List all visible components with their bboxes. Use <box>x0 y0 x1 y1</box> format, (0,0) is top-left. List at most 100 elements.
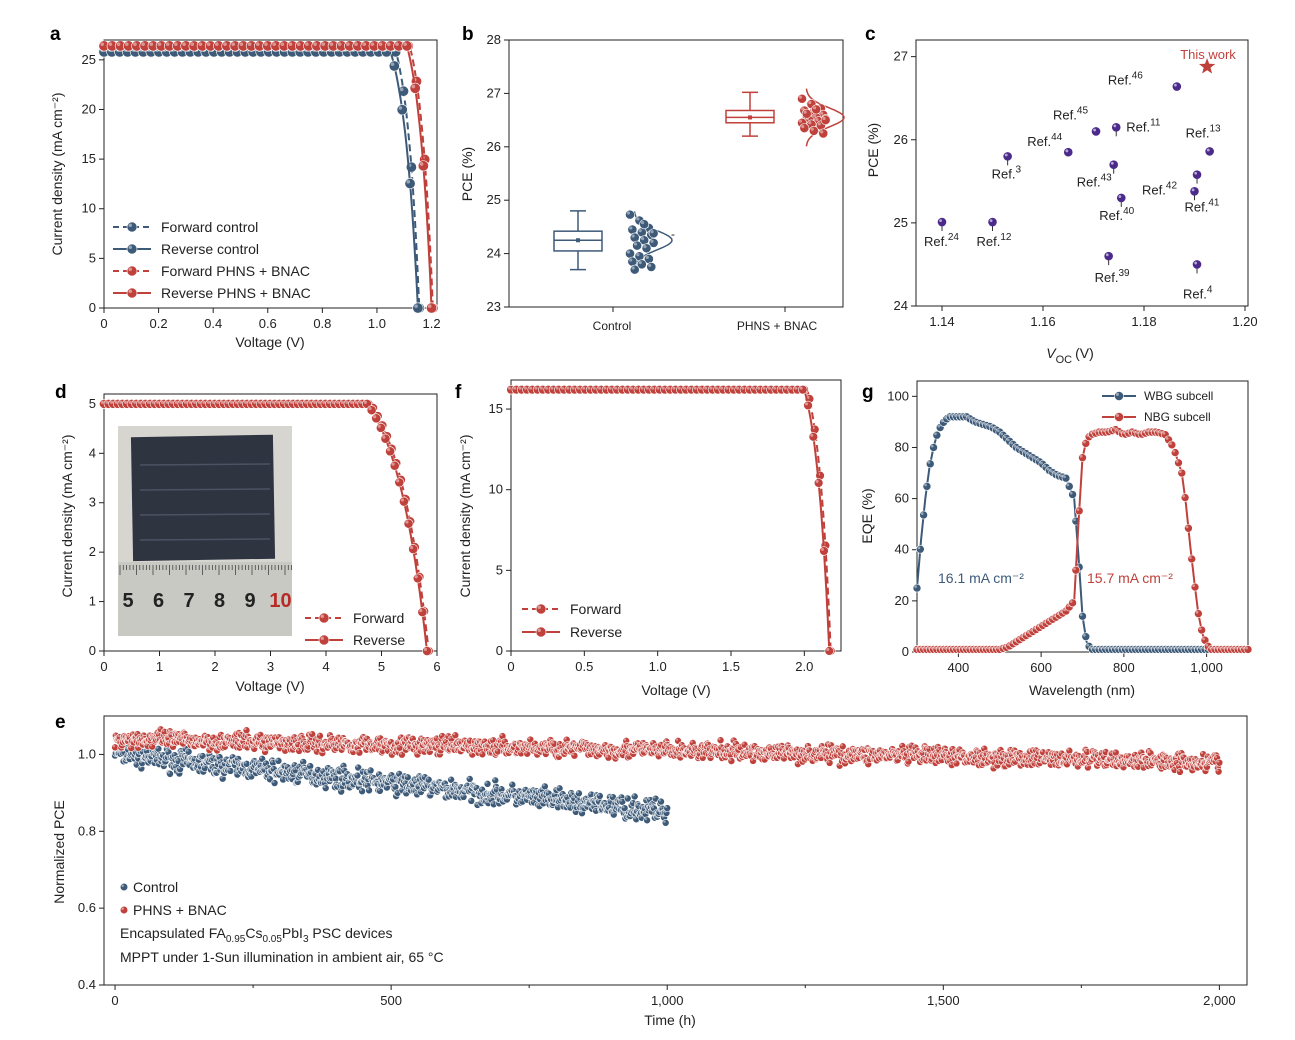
data-point <box>808 432 819 442</box>
data-point-highlight <box>135 731 138 735</box>
data-point-highlight <box>113 733 116 736</box>
ref-label: Ref.11 <box>1126 117 1161 134</box>
data-point-highlight <box>231 42 236 46</box>
data-point <box>1174 458 1183 468</box>
data-point-highlight <box>288 42 293 46</box>
data-point-highlight <box>509 782 513 785</box>
data-point-highlight <box>762 757 765 760</box>
data-point-highlight <box>166 749 169 753</box>
data-point <box>426 302 438 314</box>
data-point-highlight <box>1069 491 1073 495</box>
data-point <box>1194 609 1203 618</box>
data-point-highlight <box>815 479 819 483</box>
data-point-highlight <box>362 774 366 778</box>
data-point-highlight <box>624 386 628 390</box>
data-point-highlight <box>643 797 647 801</box>
data-point <box>166 770 174 778</box>
data-point-highlight <box>414 575 418 579</box>
data-point-highlight <box>733 741 737 744</box>
data-point-highlight <box>1020 448 1023 452</box>
data-point <box>408 544 419 554</box>
data-point-highlight <box>303 741 307 744</box>
legend-marker <box>126 287 138 299</box>
data-point-highlight <box>820 111 824 115</box>
data-point <box>648 238 659 248</box>
y-tick-label: 0.8 <box>78 823 96 838</box>
legend-marker <box>126 221 138 233</box>
y-tick-label: 25 <box>894 215 908 230</box>
data-point-highlight <box>313 736 317 740</box>
data-point-highlight <box>262 400 266 404</box>
data-point-highlight <box>244 727 247 731</box>
data-point-highlight <box>644 817 648 821</box>
legend-marker <box>535 626 547 638</box>
data-point-highlight <box>664 805 668 809</box>
data-point <box>541 782 549 791</box>
data-point-highlight <box>762 386 766 390</box>
data-point-highlight <box>468 798 472 801</box>
legend-marker <box>535 603 547 615</box>
data-point-highlight <box>636 217 640 221</box>
data-point-highlight <box>693 386 697 390</box>
data-point <box>824 646 834 656</box>
data-point-highlight <box>423 647 428 651</box>
data-point-highlight <box>518 750 522 754</box>
data-point <box>389 460 400 471</box>
data-point-highlight <box>703 750 706 753</box>
panel-f-jv-chart: 0 0.5 1.0 1.5 2.0051015ForwardReverseCurrent… <box>457 379 842 698</box>
y-tick-label: 25 <box>82 52 96 67</box>
data-point-highlight <box>638 261 642 265</box>
data-point-highlight <box>690 740 693 743</box>
data-point-highlight <box>272 42 276 46</box>
ruler-number: 8 <box>214 590 225 612</box>
data-point-highlight <box>605 755 609 758</box>
data-point-highlight <box>736 386 740 390</box>
data-point-highlight <box>728 752 731 755</box>
data-point <box>641 243 652 254</box>
data-point-highlight <box>354 400 358 404</box>
data-point-highlight <box>748 753 751 756</box>
data-point-highlight <box>677 386 681 390</box>
data-point-highlight <box>1023 450 1027 454</box>
ref-label: Ref.40 <box>1099 206 1134 223</box>
ref-label-prefix: Ref. <box>924 234 948 249</box>
data-point-highlight <box>100 42 104 46</box>
y-tick-label: 4 <box>89 445 96 460</box>
data-point-highlight <box>1162 431 1166 435</box>
data-point-highlight <box>377 424 381 428</box>
data-point-highlight <box>360 769 363 772</box>
data-point-highlight <box>154 757 157 760</box>
data-point-highlight <box>354 42 358 46</box>
data-point-highlight <box>709 386 713 390</box>
data-point-highlight <box>705 742 709 745</box>
data-point-highlight <box>160 752 164 756</box>
data-point-highlight <box>156 732 160 735</box>
box-mean <box>748 115 752 120</box>
data-point <box>820 115 831 125</box>
legend-marker-highlight <box>128 267 132 271</box>
y-tick-label: 60 <box>895 491 909 506</box>
data-point-highlight <box>546 791 549 794</box>
data-point-highlight <box>651 386 655 390</box>
data-point-highlight <box>309 731 313 735</box>
data-point-highlight <box>658 799 662 802</box>
ref-label: Ref.45 <box>1053 105 1088 122</box>
data-point-highlight <box>338 789 342 792</box>
legend-marker-highlight <box>320 636 324 640</box>
ref-label: Ref.12 <box>977 232 1012 249</box>
data-point-highlight <box>558 745 561 748</box>
ref-label-prefix: Ref. <box>977 234 1001 249</box>
data-point-highlight <box>413 779 417 783</box>
data-point-highlight <box>650 239 654 243</box>
data-point-highlight <box>276 734 279 738</box>
data-point-highlight <box>244 761 247 764</box>
ruler-number: 7 <box>183 590 194 612</box>
data-point-highlight <box>410 736 413 739</box>
data-point <box>1197 625 1206 635</box>
data-point-highlight <box>812 114 817 118</box>
data-point-highlight <box>287 737 290 741</box>
y-tick-label: 15 <box>489 401 503 416</box>
